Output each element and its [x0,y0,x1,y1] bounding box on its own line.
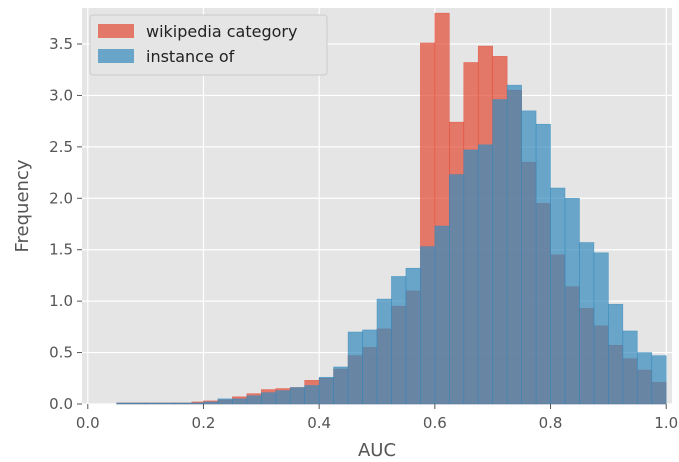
bar-instance-of [622,330,638,405]
bar-instance-of [449,174,465,405]
bar-instance-of [651,355,667,405]
legend: wikipedia category instance of [89,14,328,76]
bar-instance-of [405,267,421,405]
y-axis-label: Frequency [12,159,33,252]
y-tick-label: 1.5 [49,241,73,259]
legend-swatch-wikipedia-category [98,24,134,38]
bar-instance-of [564,197,580,405]
x-tick-label: 0.0 [76,414,100,432]
x-tick-label: 0.8 [539,414,563,432]
x-tick-label: 0.4 [307,414,331,432]
bar-instance-of [203,401,219,405]
bar-instance-of [304,385,320,405]
bar-instance-of [145,402,175,405]
bar-instance-of [275,390,291,405]
y-tick-label: 2.5 [49,138,73,156]
bar-instance-of [593,252,609,405]
bar-instance-of [608,303,624,405]
x-tick-label: 1.0 [654,414,678,432]
legend-swatch-instance-of [98,49,134,63]
y-tick-label: 0.0 [49,395,73,413]
legend-label-instance-of: instance of [146,47,235,66]
bar-instance-of [521,110,537,405]
bar-instance-of [636,352,653,405]
bar-instance-of [347,331,363,405]
y-tick-label: 1.0 [49,292,73,310]
y-axis-ticks: 0.0 0.5 1.0 1.5 2.0 2.5 3.0 3.5 [49,35,82,413]
x-tick-label: 0.6 [423,414,447,432]
y-tick-label: 3.0 [49,86,73,104]
bar-instance-of [318,376,334,405]
bar-instance-of [333,366,349,405]
x-axis-label: AUC [358,440,396,461]
legend-label-wikipedia-category: wikipedia category [146,22,297,41]
bar-instance-of [535,123,551,405]
bar-instance-of [232,398,248,405]
bar-instance-of [434,225,450,405]
bar-instance-of [391,276,407,405]
bar-instance-of [376,298,392,405]
x-axis-ticks: 0.0 0.2 0.4 0.6 0.8 1.0 [76,404,678,432]
bar-instance-of [289,387,305,405]
bar-instance-of [420,246,436,405]
bar-instance-of [217,398,233,405]
bar-instance-of [116,402,146,405]
bar-instance-of [463,149,479,405]
bar-instance-of [506,84,522,405]
x-tick-label: 0.2 [192,414,216,432]
bars-instance-of [116,84,667,405]
bar-instance-of [550,187,566,405]
bar-instance-of [477,144,493,405]
y-tick-label: 3.5 [49,35,73,53]
bar-instance-of [261,392,277,405]
y-tick-label: 0.5 [49,344,73,362]
bar-instance-of [492,99,508,405]
bar-instance-of [579,242,595,405]
bar-instance-of [362,329,378,405]
y-tick-label: 2.0 [49,189,73,207]
bar-instance-of [246,395,262,405]
legend-box [89,14,328,76]
bar-instance-of [174,402,204,405]
